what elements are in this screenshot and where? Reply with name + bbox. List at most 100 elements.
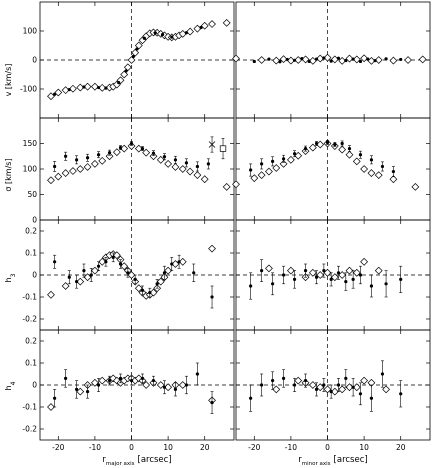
point-marker-v-minor <box>358 59 363 64</box>
ylabel-v: v [km/s] <box>4 64 13 97</box>
point-marker-h3-minor <box>249 284 253 288</box>
diamond-marker-v-major <box>98 83 107 92</box>
diamond-marker-h4-major <box>47 403 55 411</box>
xtick-label-minor: 0 <box>325 443 330 452</box>
xtick-label-minor: 10 <box>359 443 369 452</box>
diamond-marker-sigma-minor <box>360 165 369 173</box>
diamond-marker-h3-major <box>120 262 129 271</box>
diamond-marker-sigma-minor <box>374 171 383 180</box>
diamond-marker-v-major <box>134 41 143 50</box>
point-marker-sigma-major <box>64 154 68 158</box>
point-marker-h4-minor <box>322 383 326 387</box>
point-marker-h3-minor <box>303 269 308 273</box>
panel-frame-sigma-major <box>39 117 235 221</box>
point-marker-sigma-minor <box>303 147 308 151</box>
ytick-label-h3: 0 <box>32 271 37 280</box>
point-marker-h3-minor <box>281 273 286 277</box>
panel-frame-sigma-minor <box>235 117 431 221</box>
point-marker-sigma-minor <box>369 158 374 162</box>
point-marker-v-minor <box>399 57 403 62</box>
point-marker-h3-major <box>210 295 214 299</box>
point-marker-h3-minor <box>344 280 348 284</box>
diamond-marker-sigma-major <box>178 165 187 173</box>
diamond-marker-sigma-major <box>69 167 77 175</box>
panel-frames <box>39 1 431 441</box>
point-marker-v-minor <box>314 57 319 61</box>
point-marker-h3-major <box>111 255 115 259</box>
point-marker-h4-minor <box>249 396 253 400</box>
point-marker-sigma-major <box>107 151 112 155</box>
point-marker-h4-minor <box>260 383 264 387</box>
ylabel-h3: h3 <box>4 273 17 282</box>
diamond-marker-sigma-minor <box>316 140 325 149</box>
xlabel-minor: rminor axis [arcsec] <box>298 455 367 467</box>
point-marker-h3-minor <box>384 282 388 286</box>
diamond-marker-sigma-major <box>186 167 194 176</box>
diamond-marker-sigma-major <box>76 165 85 173</box>
diamond-marker-sigma-major <box>149 152 158 161</box>
diamond-marker-v-minor <box>360 54 369 63</box>
diamond-marker-v-minor <box>418 55 427 64</box>
point-marker-h4-minor <box>358 392 363 396</box>
point-marker-v-major <box>82 85 86 89</box>
point-marker-h4-major <box>162 385 167 389</box>
diamond-marker-sigma-major <box>91 160 99 168</box>
point-marker-h3-major <box>162 271 167 275</box>
point-marker-h4-major <box>151 379 156 383</box>
point-marker-h3-major <box>67 275 71 279</box>
diamond-marker-h3-major <box>91 266 99 275</box>
diamond-marker-v-major <box>156 30 165 38</box>
diamond-marker-sigma-minor <box>389 175 398 184</box>
diamond-marker-h4-minor <box>382 385 390 394</box>
diamond-marker-v-minor <box>345 54 354 63</box>
svg-text:h4: h4 <box>4 381 17 390</box>
point-marker-h4-minor <box>303 379 308 383</box>
point-marker-v-major <box>161 32 165 37</box>
diamond-marker-v-major <box>193 24 202 33</box>
point-marker-sigma-minor <box>314 141 319 146</box>
diamond-marker-v-minor <box>404 56 412 64</box>
point-marker-h3-minor <box>369 284 374 288</box>
diamond-marker-sigma-minor <box>279 160 288 168</box>
point-marker-v-major <box>131 54 135 59</box>
point-marker-h4-major <box>210 401 214 405</box>
point-marker-v-minor <box>373 58 377 63</box>
diamond-marker-v-minor <box>272 56 281 65</box>
diamond-marker-v-major <box>208 20 216 28</box>
diamond-marker-v-major <box>91 82 99 91</box>
point-marker-h4-minor <box>281 376 286 380</box>
diamond-marker-sigma-major <box>222 182 231 191</box>
diamond-marker-h4-minor <box>272 385 281 394</box>
point-marker-h3-major <box>89 273 93 277</box>
diamond-marker-v-minor <box>374 56 383 64</box>
ytick-label-h4: 0 <box>32 381 37 390</box>
ytick-label-h3: -0.2 <box>22 315 37 324</box>
point-marker-h3-minor <box>271 282 275 286</box>
diamond-marker-sigma-major <box>200 175 209 184</box>
diamond-marker-sigma-major <box>98 156 107 165</box>
diamond-marker-h4-minor <box>308 381 317 389</box>
diamond-marker-sigma-minor <box>272 164 281 172</box>
cross-marker-sigma <box>208 141 216 148</box>
point-marker-h4-major <box>53 396 57 400</box>
diamond-marker-sigma-major <box>164 160 173 168</box>
xtick-label-minor: -10 <box>285 443 297 452</box>
diamond-marker-h3-minor <box>316 271 325 279</box>
point-marker-sigma-major <box>184 161 189 165</box>
ytick-label-h3: 0.2 <box>25 227 37 236</box>
diamond-marker-h3-major <box>83 273 92 282</box>
diamond-marker-v-major <box>116 76 125 85</box>
svg-text:h3: h3 <box>4 273 17 282</box>
point-marker-h3-minor <box>292 277 297 281</box>
diamond-marker-h3-major <box>47 290 55 299</box>
point-marker-h4-minor <box>380 372 385 376</box>
data-marks <box>47 18 427 414</box>
diamond-marker-sigma-major <box>47 176 55 185</box>
reference-lines <box>40 2 430 440</box>
diamond-marker-h3-minor <box>308 268 317 277</box>
point-marker-h3-minor <box>399 277 403 281</box>
xtick-label-major: 0 <box>129 443 134 452</box>
ylabel-sigma: σ [km/s] <box>4 158 13 191</box>
diamond-marker-v-minor <box>352 55 361 64</box>
